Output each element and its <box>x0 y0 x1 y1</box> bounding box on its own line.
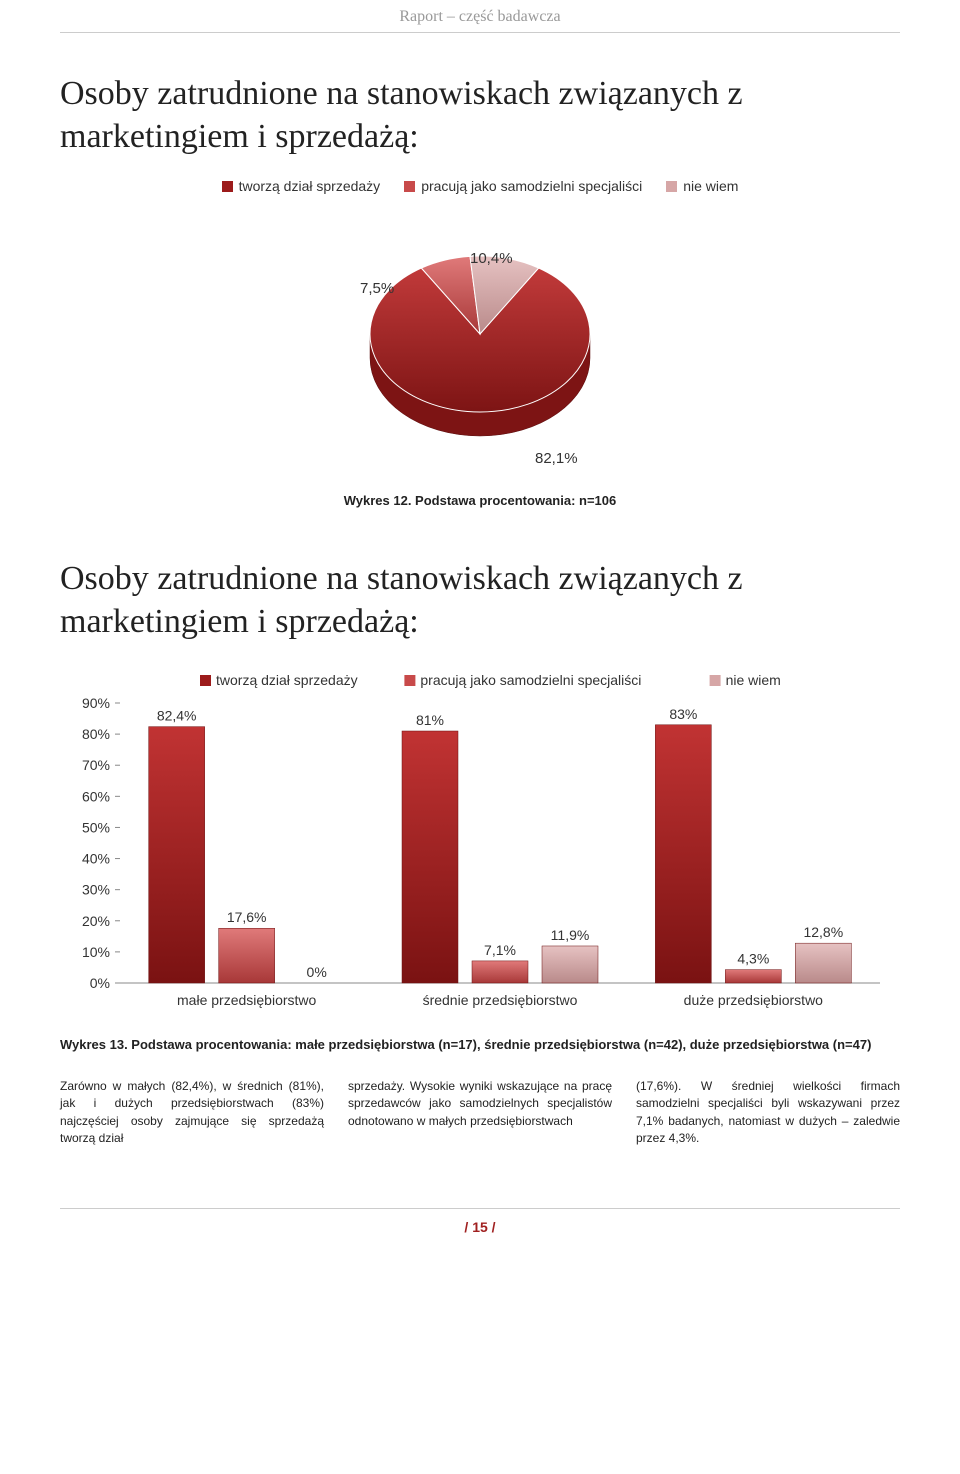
legend-swatch <box>222 181 233 192</box>
svg-text:90%: 90% <box>82 695 110 711</box>
svg-text:małe przedsiębiorstwo: małe przedsiębiorstwo <box>177 992 316 1008</box>
svg-text:średnie przedsiębiorstwo: średnie przedsiębiorstwo <box>423 992 578 1008</box>
svg-text:nie wiem: nie wiem <box>726 672 781 688</box>
svg-text:50%: 50% <box>82 819 110 835</box>
svg-text:4,3%: 4,3% <box>737 951 769 967</box>
legend-label: pracują jako samodzielni specjaliści <box>421 178 642 194</box>
svg-text:20%: 20% <box>82 913 110 929</box>
section-title-2: Osoby zatrudnione na stanowiskach związa… <box>60 558 900 643</box>
svg-text:82,4%: 82,4% <box>157 708 197 724</box>
svg-text:40%: 40% <box>82 851 110 867</box>
body-col-1: Zarówno w małych (82,4%), w średnich (81… <box>60 1078 324 1148</box>
svg-text:tworzą dział sprzedaży: tworzą dział sprzedaży <box>216 672 358 688</box>
legend-item: nie wiem <box>666 178 738 194</box>
svg-text:11,9%: 11,9% <box>551 927 590 943</box>
bar-chart-svg: tworzą dział sprzedaży pracują jako samod… <box>60 663 900 1023</box>
legend-item: tworzą dział sprzedaży <box>222 178 381 194</box>
svg-text:10%: 10% <box>82 944 110 960</box>
pie-slice-label: 82,1% <box>535 450 578 467</box>
svg-text:pracują jako samodzielni specj: pracują jako samodzielni specjaliści <box>420 672 641 688</box>
svg-text:0%: 0% <box>307 964 327 980</box>
legend-label: nie wiem <box>683 178 738 194</box>
svg-text:7,1%: 7,1% <box>484 942 516 958</box>
svg-text:83%: 83% <box>669 706 697 722</box>
page-number: / 15 / <box>0 1219 960 1235</box>
footer-rule <box>60 1208 900 1209</box>
svg-text:60%: 60% <box>82 788 110 804</box>
body-col-3: (17,6%). W średniej wielkości firmach sa… <box>636 1078 900 1148</box>
legend-swatch <box>404 181 415 192</box>
svg-text:17,6%: 17,6% <box>227 909 267 925</box>
svg-text:12,8%: 12,8% <box>803 924 843 940</box>
pie-caption: Wykres 12. Podstawa procentowania: n=106 <box>60 493 900 508</box>
bar-chart: tworzą dział sprzedaży pracują jako samod… <box>60 663 900 1052</box>
svg-text:81%: 81% <box>416 712 444 728</box>
svg-text:70%: 70% <box>82 757 110 773</box>
bar-caption: Wykres 13. Podstawa procentowania: małe … <box>60 1037 900 1052</box>
pie-legend: tworzą dział sprzedaży pracują jako samod… <box>60 178 900 194</box>
page-header: Raport – część badawcza <box>60 0 900 33</box>
legend-item: pracują jako samodzielni specjaliści <box>404 178 642 194</box>
svg-text:30%: 30% <box>82 882 110 898</box>
svg-text:duże przedsiębiorstwo: duże przedsiębiorstwo <box>684 992 824 1008</box>
legend-label: tworzą dział sprzedaży <box>239 178 381 194</box>
section-title-1: Osoby zatrudnione na stanowiskach związa… <box>60 73 900 158</box>
pie-slice-label: 7,5% <box>360 280 394 297</box>
svg-text:0%: 0% <box>90 975 110 991</box>
svg-text:80%: 80% <box>82 726 110 742</box>
pie-chart: tworzą dział sprzedaży pracują jako samod… <box>60 178 900 508</box>
body-text: Zarówno w małych (82,4%), w średnich (81… <box>60 1078 900 1148</box>
body-col-2: sprzedaży. Wysokie wyniki wskazujące na … <box>348 1078 612 1148</box>
legend-swatch <box>666 181 677 192</box>
pie-slice-label: 10,4% <box>470 250 513 267</box>
